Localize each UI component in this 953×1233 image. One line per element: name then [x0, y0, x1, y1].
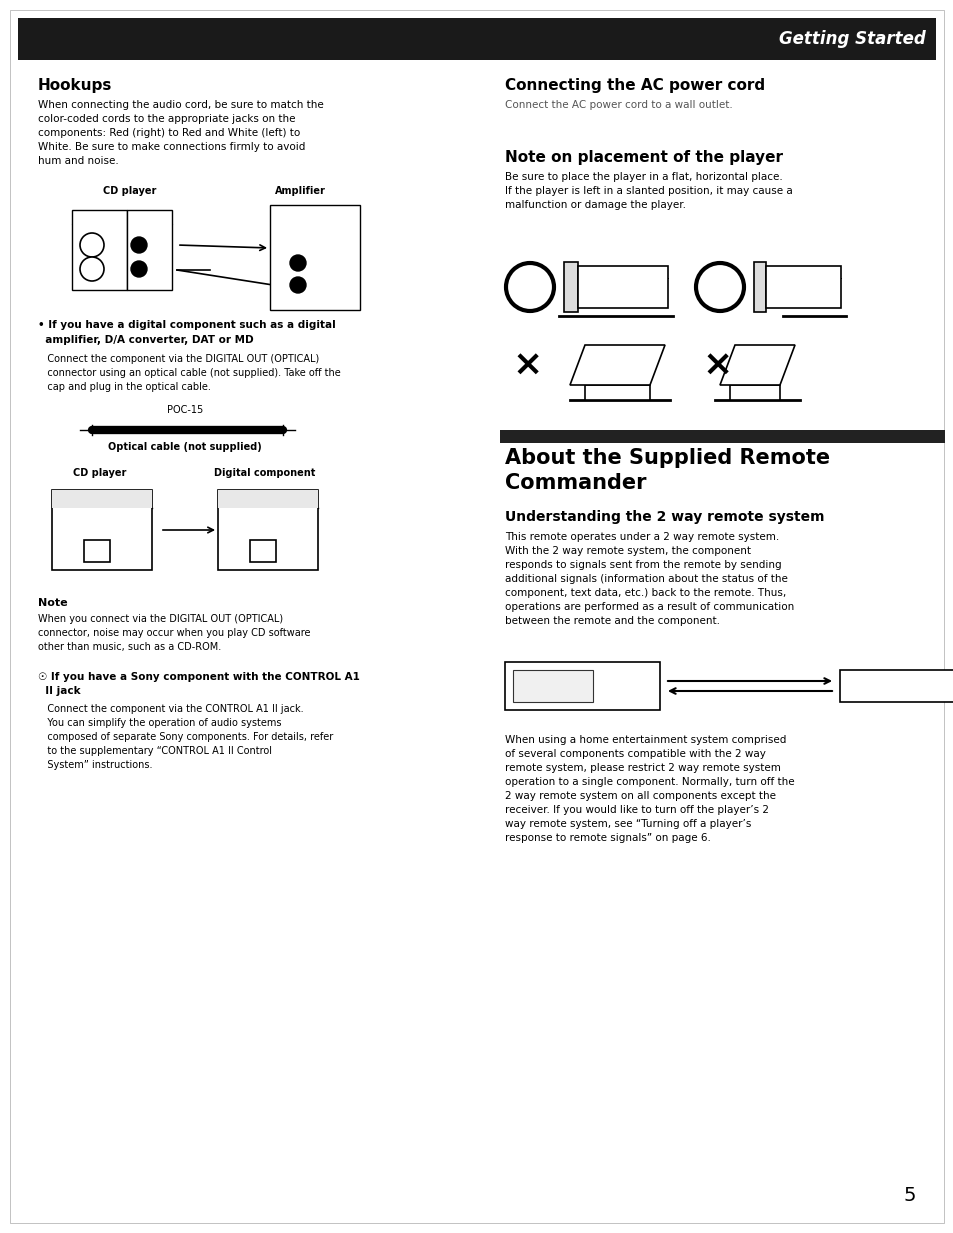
Bar	[270, 205, 359, 309]
Text: This remote operates under a 2 way remote system.
With the 2 way remote system, : This remote operates under a 2 way remot…	[504, 531, 794, 626]
Text: Note on placement of the player: Note on placement of the player	[504, 150, 782, 165]
Bar	[499, 430, 944, 443]
Text: ☉ If you have a Sony component with the CONTROL A1: ☉ If you have a Sony component with the …	[38, 672, 359, 682]
Text: Connect the component via the CONTROL A1 II jack.
   You can simplify the operat: Connect the component via the CONTROL A1…	[38, 704, 333, 769]
Text: Be sure to place the player in a flat, horizontal place.
If the player is left i: Be sure to place the player in a flat, h…	[504, 171, 792, 210]
Polygon shape	[569, 345, 664, 385]
Text: R: R	[348, 282, 353, 289]
Text: Getting Started: Getting Started	[779, 30, 925, 48]
Text: CD player: CD player	[103, 186, 156, 196]
Text: CD: CD	[309, 224, 320, 234]
Bar	[84, 540, 110, 562]
Text: Optical cable (not supplied): Optical cable (not supplied)	[108, 441, 262, 453]
Circle shape	[80, 256, 104, 281]
Text: Connect the AC power cord to a wall outlet.: Connect the AC power cord to a wall outl…	[504, 100, 732, 110]
Polygon shape	[584, 385, 649, 399]
Text: II jack: II jack	[38, 686, 81, 695]
Text: Hookups: Hookups	[38, 78, 112, 92]
Bar	[765, 266, 841, 308]
Text: L: L	[77, 243, 81, 249]
Text: INPUT: INPUT	[303, 213, 326, 222]
Text: Amplifier: Amplifier	[274, 186, 325, 196]
Text: Connecting the AC power cord: Connecting the AC power cord	[504, 78, 764, 92]
Bar	[250, 540, 275, 562]
Text: Component: Component	[861, 679, 933, 693]
Text: When you connect via the DIGITAL OUT (OPTICAL)
connector, noise may occur when y: When you connect via the DIGITAL OUT (OP…	[38, 614, 310, 652]
Text: Connect the component via the DIGITAL OUT (OPTICAL)
   connector using an optica: Connect the component via the DIGITAL OU…	[38, 354, 340, 392]
Bar	[504, 662, 659, 710]
Bar	[18, 18, 935, 60]
Polygon shape	[720, 345, 794, 385]
Bar	[127, 210, 172, 290]
Text: Note: Note	[38, 598, 68, 608]
Text: 00000: 00000	[542, 689, 563, 695]
Text: L: L	[348, 260, 352, 266]
Bar	[578, 266, 667, 308]
Text: ×: ×	[513, 348, 542, 382]
Text: 5: 5	[902, 1186, 915, 1205]
Circle shape	[505, 263, 554, 311]
Text: Understanding the 2 way remote system: Understanding the 2 way remote system	[504, 510, 823, 524]
Bar	[563, 261, 578, 312]
Text: Digital component: Digital component	[214, 469, 315, 478]
Text: LINE: LINE	[130, 215, 142, 219]
Text: 2ND CD: 2ND CD	[75, 215, 96, 219]
Bar	[218, 490, 317, 508]
Circle shape	[290, 255, 306, 271]
Text: About the Supplied Remote
Commander: About the Supplied Remote Commander	[504, 448, 829, 493]
Text: OPTICAL: OPTICAL	[88, 520, 116, 526]
Text: = 00009: = 00009	[537, 677, 567, 683]
Text: out: out	[130, 226, 138, 231]
Text: amplifier, D/A converter, DAT or MD: amplifier, D/A converter, DAT or MD	[38, 335, 253, 345]
Bar	[52, 490, 152, 508]
Bar	[840, 670, 953, 702]
Text: R: R	[77, 268, 82, 272]
Polygon shape	[729, 385, 780, 399]
Text: DIGITAL INPUT: DIGITAL INPUT	[245, 497, 291, 502]
Text: POC-15: POC-15	[167, 404, 203, 416]
Bar	[753, 261, 765, 312]
Text: When connecting the audio cord, be sure to match the
color-coded cords to the ap: When connecting the audio cord, be sure …	[38, 100, 323, 166]
Text: OPTICAL: OPTICAL	[253, 520, 282, 526]
Bar	[52, 490, 152, 570]
Circle shape	[696, 263, 743, 311]
Circle shape	[131, 261, 147, 277]
Bar	[218, 490, 317, 570]
Bar	[71, 210, 127, 290]
Bar	[513, 670, 593, 702]
Circle shape	[131, 237, 147, 253]
Circle shape	[290, 277, 306, 293]
Text: CD player: CD player	[73, 469, 127, 478]
Text: When using a home entertainment system comprised
of several components compatibl: When using a home entertainment system c…	[504, 735, 794, 843]
Circle shape	[80, 233, 104, 256]
Text: • If you have a digital component such as a digital: • If you have a digital component such a…	[38, 321, 335, 330]
Text: DIGITAL OUT: DIGITAL OUT	[82, 497, 122, 502]
Text: ×: ×	[702, 348, 732, 382]
